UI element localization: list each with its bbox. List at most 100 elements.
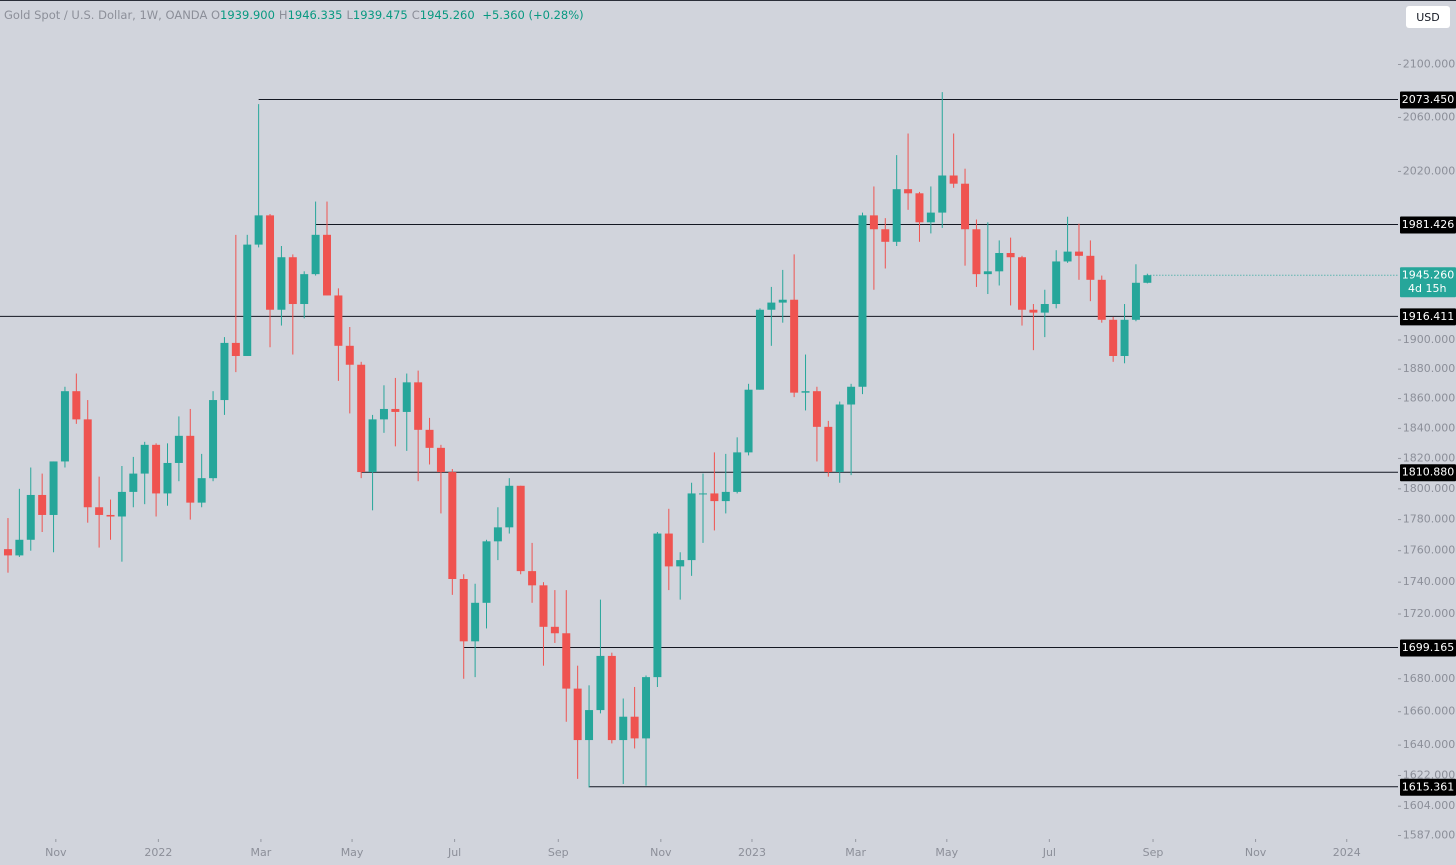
candle-body [1029, 309, 1038, 313]
candle-body [1109, 319, 1118, 356]
level-price-box [1400, 639, 1456, 657]
candle-body [972, 229, 981, 275]
candle-body [516, 485, 525, 572]
level-price-box [1400, 308, 1456, 326]
candle-body [938, 175, 947, 213]
candle-body [881, 229, 890, 242]
candle-body [117, 491, 126, 517]
candle-body [288, 257, 297, 305]
y-tick-label: 1880.000 [1403, 362, 1456, 375]
candle-body [505, 485, 514, 528]
candle-body [869, 215, 878, 230]
ohlc-value: 1939.900 [220, 8, 275, 22]
level-price-label: 1615.361 [1402, 780, 1455, 793]
candle-body [1131, 282, 1140, 320]
x-tick-label: Mar [845, 846, 866, 859]
candle-body [847, 386, 856, 405]
x-tick-label: Jul [447, 846, 461, 859]
candle-body [26, 494, 35, 540]
y-tick-label: 2100.000 [1403, 57, 1456, 70]
y-tick-label: 1587.000 [1403, 829, 1456, 842]
y-tick-label: 1660.000 [1403, 705, 1456, 718]
ohlc-key: L [346, 8, 353, 22]
candle-body [630, 716, 639, 739]
candle-body [1018, 257, 1026, 310]
candle-body [243, 244, 252, 356]
candle-body [550, 626, 559, 634]
candle-body [471, 602, 480, 642]
level-price-box [1400, 464, 1456, 482]
candle-body [1074, 251, 1083, 256]
candle-body [573, 688, 582, 741]
y-tick-label: 1900.000 [1403, 333, 1456, 346]
candle-body [277, 257, 286, 310]
x-tick-label: 2024 [1333, 846, 1361, 859]
candle-body [129, 473, 138, 492]
candle-body [174, 435, 183, 463]
candle-body [1006, 253, 1015, 258]
candle-body [49, 461, 58, 515]
x-tick-label: Nov [650, 846, 672, 859]
candle-body [710, 493, 719, 502]
candle-body [38, 494, 47, 515]
x-tick-label: Nov [1245, 846, 1267, 859]
candle-body [733, 452, 742, 492]
x-tick-label: Jul [1042, 846, 1056, 859]
candle-body [163, 462, 172, 494]
candle-body [835, 404, 844, 473]
candle-body [949, 175, 958, 184]
candle-body [1086, 255, 1095, 280]
level-price-box [1400, 216, 1456, 234]
countdown: 4d 15h [1408, 282, 1446, 295]
candle-body [596, 655, 605, 711]
x-tick-label: Nov [45, 846, 67, 859]
candle-body [1097, 279, 1106, 320]
ohlc: O1939.900 H1946.335 L1939.475 C1945.260 [211, 8, 479, 22]
candle-body [721, 491, 730, 502]
y-tick-label: 2060.000 [1403, 110, 1456, 123]
candle-body [664, 533, 673, 567]
legend-header: Gold Spot / U.S. Dollar, 1W, OANDA O1939… [4, 8, 588, 22]
candle-body [539, 585, 548, 627]
candle-body [357, 364, 366, 473]
y-tick-label: 2020.000 [1403, 164, 1456, 177]
y-tick-label: 1680.000 [1403, 672, 1456, 685]
candle-body [961, 183, 970, 230]
candle-body [926, 212, 935, 223]
y-tick-label: 1720.000 [1403, 607, 1456, 620]
candle-body [152, 444, 161, 494]
x-tick-label: May [935, 846, 958, 859]
candle-body [653, 533, 662, 678]
candle-body [585, 710, 594, 741]
candle-body [1063, 251, 1072, 262]
candle-body [231, 342, 240, 356]
candle-body [607, 655, 616, 741]
y-tick-label: 1800.000 [1403, 482, 1456, 495]
currency-button[interactable]: USD [1406, 6, 1450, 28]
candle-body [755, 309, 764, 390]
candle-body [1040, 304, 1049, 313]
candle-body [83, 419, 92, 508]
candle-body [391, 408, 400, 412]
candle-body [642, 677, 651, 739]
level-price-box [1400, 778, 1456, 796]
candle-body [379, 408, 388, 420]
candle-body [436, 447, 445, 473]
candle-body [106, 514, 115, 517]
candle-body [744, 389, 753, 453]
x-tick-label: May [341, 846, 364, 859]
x-tick-label: 2022 [144, 846, 172, 859]
candle-body [528, 571, 537, 586]
candle-body [368, 419, 377, 473]
candle-body [3, 549, 12, 556]
candle-body [140, 444, 149, 474]
y-tick-label: 1622.000 [1403, 768, 1456, 781]
candle-body [220, 342, 229, 401]
candle-body [824, 426, 833, 473]
candle-body [60, 391, 69, 462]
candle-body [448, 472, 457, 580]
candle-body [209, 400, 218, 479]
candle-body [619, 716, 628, 741]
